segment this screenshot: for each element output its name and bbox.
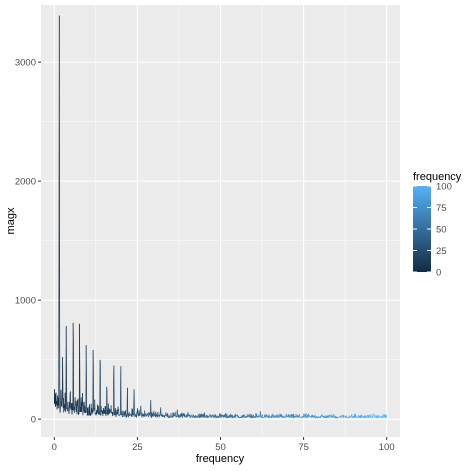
color-legend: frequency 0 25 50 75 100 bbox=[413, 171, 462, 279]
x-axis: 0 25 50 75 100 bbox=[52, 437, 395, 453]
y-tick-label: 1000 bbox=[15, 296, 36, 307]
x-tick-label: 25 bbox=[132, 442, 143, 453]
spectrum-series bbox=[53, 15, 388, 419]
y-axis-title: magx bbox=[5, 207, 17, 234]
x-tick-label: 0 bbox=[52, 442, 57, 453]
y-tick-label: 2000 bbox=[15, 177, 36, 188]
legend-label: 50 bbox=[436, 225, 447, 236]
legend-title: frequency bbox=[413, 171, 462, 183]
x-tick-label: 100 bbox=[379, 442, 395, 453]
legend-colorbar bbox=[413, 186, 431, 272]
x-tick-label: 50 bbox=[215, 442, 226, 453]
x-axis-title: frequency bbox=[196, 453, 245, 465]
x-tick-label: 75 bbox=[298, 442, 309, 453]
y-axis: 0 1000 2000 3000 bbox=[15, 58, 41, 426]
legend-label: 100 bbox=[436, 182, 452, 193]
y-tick-label: 0 bbox=[31, 415, 36, 426]
legend-label: 0 bbox=[436, 268, 441, 279]
legend-label: 75 bbox=[436, 203, 447, 214]
major-gridlines bbox=[41, 5, 400, 437]
legend-ticks: 0 25 50 75 100 bbox=[413, 182, 452, 279]
legend-label: 25 bbox=[436, 246, 447, 257]
y-tick-label: 3000 bbox=[15, 58, 36, 69]
